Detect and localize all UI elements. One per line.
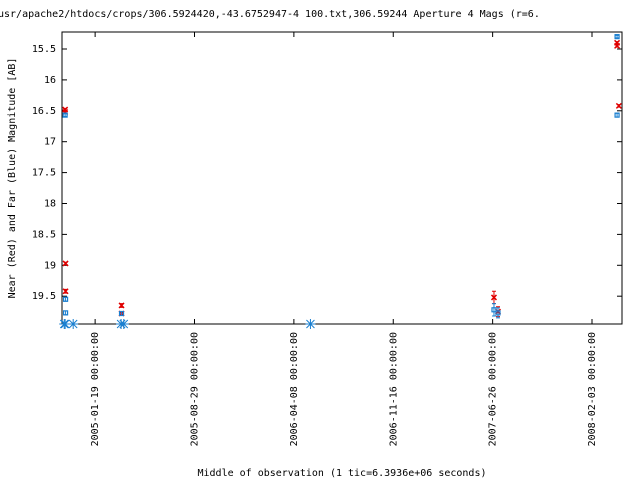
point [615,102,622,109]
point [62,296,69,302]
chart-title: usr/apache2/htdocs/crops/306.5924420,-43… [0,9,540,20]
point [614,42,621,49]
x-axis-label: Middle of observation (1 tic=6.3936e+06 … [198,468,487,479]
y-tick-label: 16.5 [32,106,56,117]
y-axis-label: Near (Red) and Far (Blue) Magnitude [AB] [7,58,18,299]
point [614,112,620,118]
point [62,260,69,267]
y-tick-label: 19 [44,260,56,271]
point [490,294,498,301]
x-tick-label: 2008-02-03 00:00:00 [587,332,598,446]
point [62,310,69,316]
error-bar [63,113,68,117]
y-tick-label: 15.5 [32,44,56,55]
x-tick-label: 2005-08-29 00:00:00 [190,332,201,446]
y-tick-label: 18.5 [32,229,56,240]
plot-frame [61,31,623,325]
point [118,302,125,309]
error-bar [615,34,620,39]
point [305,319,316,329]
point [118,310,125,317]
point [614,34,620,40]
x-tick-label: 2006-11-16 00:00:00 [388,332,399,446]
y-tick-label: 16 [44,75,56,86]
point [68,319,79,329]
point [118,319,129,329]
error-bar [496,307,501,319]
point [62,112,68,118]
y-tick-label: 17.5 [32,168,56,179]
x-tick-label: 2007-06-26 00:00:00 [488,332,499,446]
point [491,307,497,313]
point [62,288,69,295]
y-tick-label: 18 [44,198,56,209]
x-tick-label: 2006-04-08 00:00:00 [289,332,300,446]
error-bar [491,303,496,317]
y-tick-label: 17 [44,137,56,148]
point [60,319,71,329]
point [495,310,501,316]
y-tick-label: 19.5 [32,291,56,302]
x-tick-label: 2005-01-19 00:00:00 [90,332,101,446]
